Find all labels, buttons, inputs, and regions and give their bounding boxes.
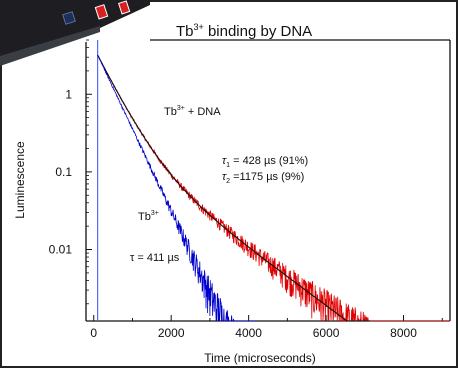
label-tb: Tb3+ — [138, 210, 159, 223]
x-tick-label: 4000 — [235, 326, 262, 340]
x-tick-label: 0 — [90, 326, 97, 340]
x-tick-label: 6000 — [313, 326, 340, 340]
label-tau1: τ1 = 428 µs (91%) — [222, 155, 308, 169]
y-tick-label: 0.01 — [49, 243, 73, 257]
chart-title: Tb3+ binding by DNA — [176, 22, 312, 40]
device-red-switch-right — [118, 0, 131, 15]
instrument-device — [0, 0, 150, 66]
device-blue-button — [62, 11, 76, 25]
x-tick-label: 8000 — [390, 326, 417, 340]
y-tick-label: 1 — [65, 87, 72, 101]
x-axis-label: Time (microseconds) — [204, 351, 316, 365]
y-axis-label: Luminescence — [13, 141, 27, 219]
series-tb-trace — [97, 55, 257, 322]
series-tb-dna-fit — [97, 54, 371, 322]
x-tick-label: 2000 — [158, 326, 185, 340]
device-red-switch-left — [94, 4, 109, 20]
y-tick-label: 0.1 — [55, 165, 72, 179]
label-tau-tb: τ = 411 µs — [130, 252, 180, 264]
axis-ticks: 0 2000 4000 6000 8000 1 0.1 0.01 — [49, 39, 443, 340]
label-tau2: τ2 =1175 µs (9%) — [222, 171, 304, 185]
label-tb-dna: Tb3+ + DNA — [164, 105, 221, 118]
